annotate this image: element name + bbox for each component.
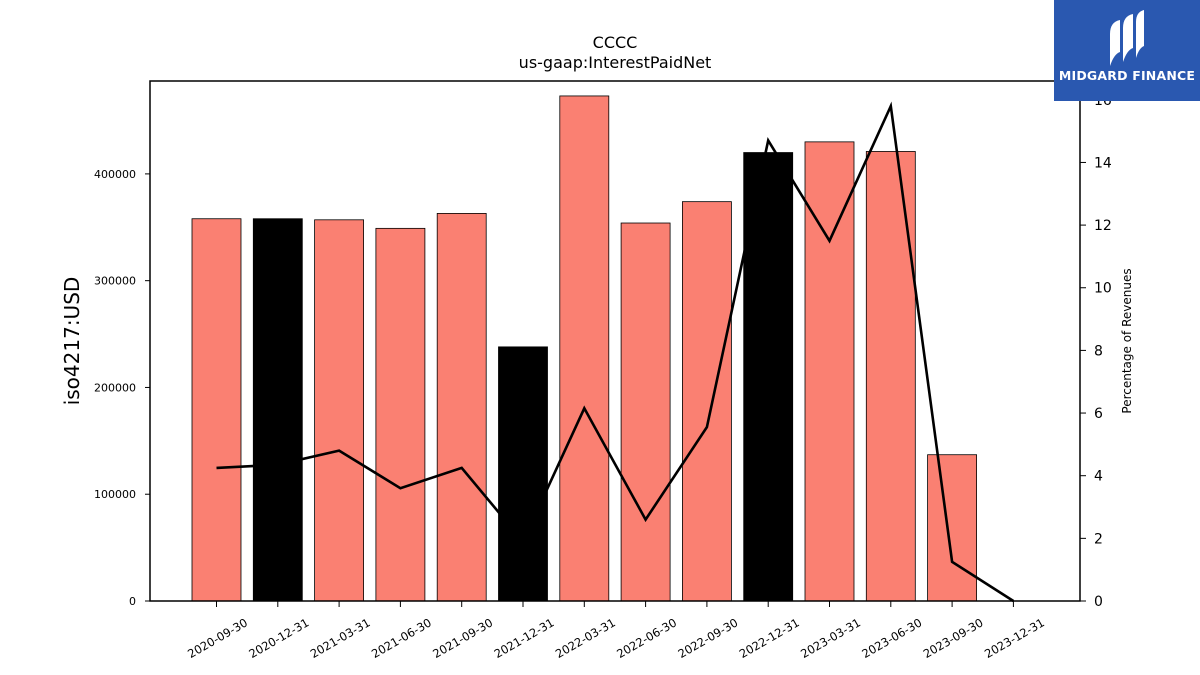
midgard-logo-icon xyxy=(1110,10,1144,66)
x-tick-label: 2022-12-31 xyxy=(737,615,802,661)
x-tick-label: 2023-06-30 xyxy=(859,615,924,661)
x-tick-label: 2021-12-31 xyxy=(492,615,557,661)
y2-tick-label: 12 xyxy=(1094,218,1112,234)
x-tick-label: 2021-06-30 xyxy=(369,615,434,661)
x-tick-label: 2022-09-30 xyxy=(676,615,741,661)
y2-tick-label: 8 xyxy=(1094,343,1103,359)
bar-2023-03-31 xyxy=(804,141,855,602)
bar-2021-03-31 xyxy=(314,219,365,602)
line-group xyxy=(216,101,1015,603)
y-tick-label: 300000 xyxy=(94,275,136,288)
bar-2021-09-30 xyxy=(436,213,487,602)
bar-2022-09-30 xyxy=(682,201,732,602)
x-tick-label: 2023-09-30 xyxy=(921,615,986,661)
y2-tick-label: 10 xyxy=(1094,281,1112,297)
chart-title: CCCC xyxy=(593,33,638,52)
y-axis-label: iso4217:USD xyxy=(60,277,84,406)
line-series xyxy=(216,101,1015,603)
logo-text: MIDGARD FINANCE xyxy=(1058,68,1196,83)
bar-2021-06-30 xyxy=(375,227,426,602)
bar-2022-12-31 xyxy=(743,152,794,602)
bar-2023-06-30 xyxy=(865,151,916,602)
x-tick-label: 2022-06-30 xyxy=(614,615,679,661)
bars-group xyxy=(191,95,977,602)
x-tick-label: 2023-03-31 xyxy=(798,615,863,661)
y2-axis-ticks: 0246810121416 xyxy=(1080,93,1112,610)
x-tick-label: 2021-09-30 xyxy=(430,615,495,661)
y2-tick-label: 2 xyxy=(1094,531,1103,547)
bar-2020-12-31 xyxy=(252,218,303,602)
x-tick-label: 2020-09-30 xyxy=(185,615,250,661)
x-axis-ticks: 2020-09-302020-12-312021-03-312021-06-30… xyxy=(185,601,1047,661)
y-tick-label: 0 xyxy=(129,595,136,608)
y2-tick-label: 14 xyxy=(1094,155,1112,171)
bar-2020-09-30 xyxy=(191,218,242,602)
y2-tick-label: 0 xyxy=(1094,594,1103,610)
y2-axis-label: Percentage of Revenues xyxy=(1120,268,1134,413)
bar-2022-06-30 xyxy=(620,222,671,602)
x-tick-label: 2022-03-31 xyxy=(553,615,618,661)
y-tick-label: 100000 xyxy=(94,488,136,501)
bar-2022-03-31 xyxy=(559,95,610,602)
x-tick-label: 2020-12-31 xyxy=(246,615,311,661)
y-axis-ticks: 0 100000 200000 300000 400000 xyxy=(94,168,150,608)
x-tick-label: 2021-03-31 xyxy=(308,615,373,661)
brand-logo: MIDGARD FINANCE xyxy=(1054,0,1200,101)
y-tick-label: 400000 xyxy=(94,168,136,181)
y2-tick-label: 6 xyxy=(1094,406,1103,422)
bar-2021-12-31 xyxy=(498,346,548,602)
x-tick-label: 2023-12-31 xyxy=(982,615,1047,661)
y-tick-label: 200000 xyxy=(94,381,136,394)
chart-subtitle: us-gaap:InterestPaidNet xyxy=(519,53,712,72)
bar-2023-09-30 xyxy=(927,454,977,602)
plot-frame xyxy=(149,80,1081,602)
y2-tick-label: 4 xyxy=(1094,469,1103,485)
